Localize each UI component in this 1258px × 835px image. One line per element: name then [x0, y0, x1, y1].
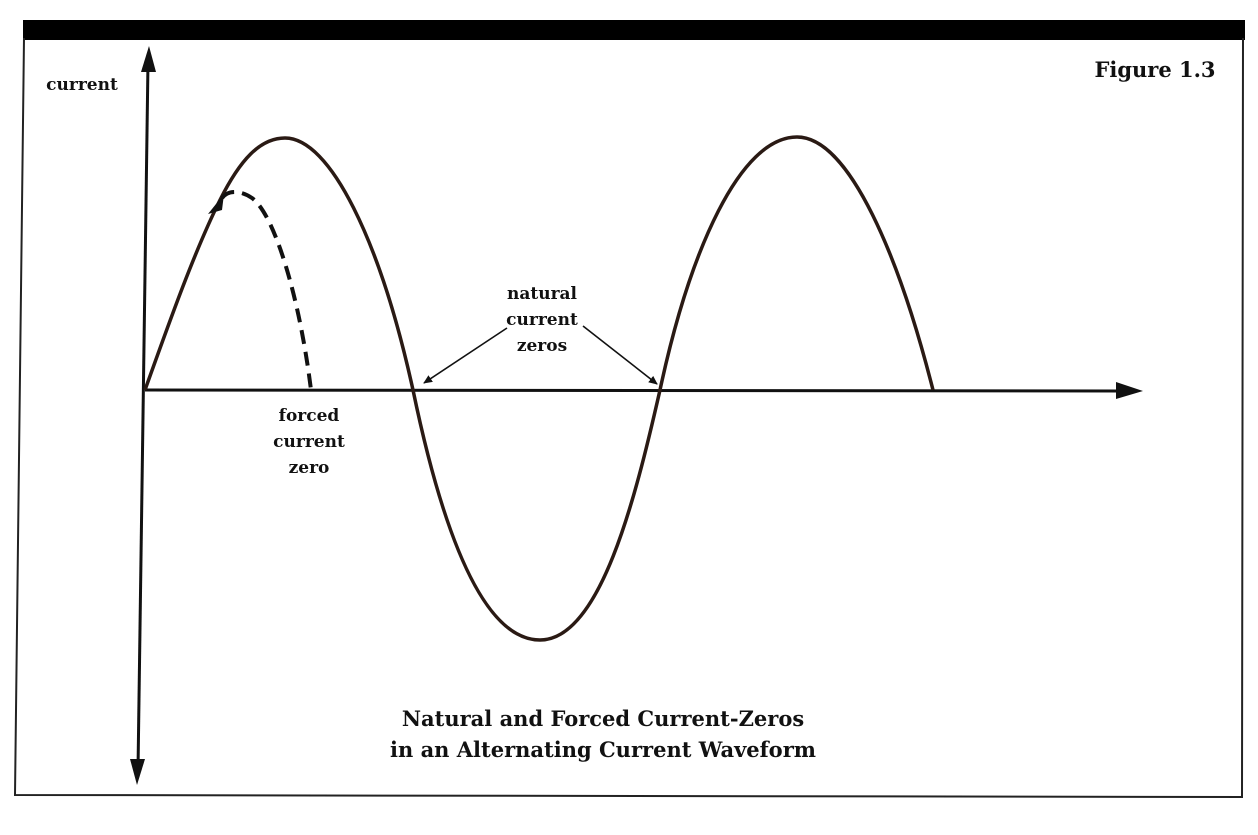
natural-zeros-label: natural current zeros [506, 284, 578, 356]
x-axis [144, 388, 1126, 393]
y-axis-arrow-down [130, 759, 145, 785]
forced-zero-label: forced current zero [273, 406, 345, 478]
caption-line-1: Natural and Forced Current-Zeros [402, 706, 804, 731]
natural-zero-arrow-1 [423, 327, 508, 384]
y-axis-label: current [46, 75, 118, 95]
forced-zero-dashed-curve [220, 190, 313, 391]
figure-label: Figure 1.3 [1094, 57, 1215, 82]
forced-label-line: forced [279, 406, 340, 426]
natural-zero-arrow-2 [582, 325, 658, 385]
direction-arrowhead [208, 194, 224, 214]
forced-label-line: zero [289, 458, 330, 478]
natural-label-line: zeros [517, 336, 567, 356]
frame-top-bar [23, 20, 1245, 40]
forced-label-line: current [273, 432, 345, 452]
y-axis-arrow-up [141, 46, 156, 72]
caption: Natural and Forced Current-Zeros in an A… [390, 706, 816, 762]
natural-label-line: natural [507, 284, 578, 304]
y-axis [136, 61, 150, 771]
ac-waveform [143, 135, 935, 642]
x-axis-arrow [1116, 382, 1143, 399]
caption-line-2: in an Alternating Current Waveform [390, 737, 816, 762]
natural-label-line: current [506, 310, 578, 330]
frame-border [13, 37, 1244, 799]
